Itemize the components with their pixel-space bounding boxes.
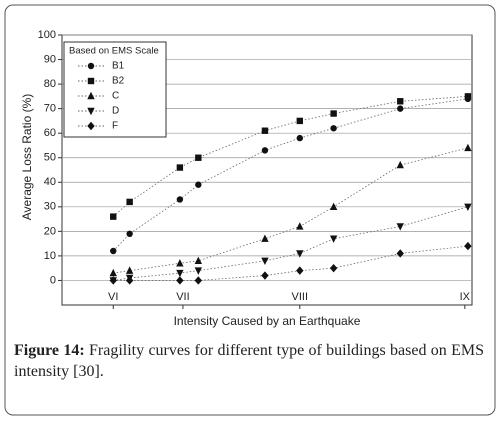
point [125, 266, 134, 274]
legend-marker [87, 77, 95, 85]
point [110, 247, 117, 255]
point [176, 259, 184, 267]
point [176, 196, 184, 203]
legend-label: F [112, 121, 118, 132]
point [126, 230, 133, 238]
point [261, 147, 269, 154]
x-tick-label: IX [460, 291, 471, 303]
legend-label: D [112, 106, 119, 117]
series-line [113, 147, 468, 274]
y-tick-label: 40 [44, 176, 56, 188]
legend-marker [87, 107, 95, 116]
series-line [113, 245, 468, 281]
point [330, 125, 337, 132]
x-axis-label: Intensity Caused by an Earthquake [174, 314, 361, 328]
caption-text: Fragility curves for different type of b… [14, 342, 485, 380]
legend-marker [87, 91, 95, 100]
point [396, 249, 404, 258]
point [397, 98, 404, 105]
y-tick-label: 50 [44, 152, 56, 164]
x-tick-label: VII [176, 291, 189, 303]
point [296, 222, 304, 230]
y-axis-label: Average Loss Ratio (%) [20, 94, 34, 221]
y-tick-label: 80 [44, 78, 56, 90]
point [396, 160, 404, 169]
point [296, 117, 303, 125]
point [195, 181, 202, 188]
y-tick-label: 0 [50, 274, 56, 286]
point [195, 154, 202, 161]
point [329, 235, 338, 243]
point [296, 266, 304, 275]
point [109, 276, 117, 285]
point [194, 276, 203, 285]
point [125, 276, 134, 285]
point [329, 263, 338, 273]
y-tick-label: 30 [44, 201, 56, 213]
point [194, 267, 203, 275]
point [261, 234, 269, 242]
point [261, 257, 269, 266]
point [464, 203, 472, 212]
point [176, 269, 184, 278]
point [176, 164, 184, 171]
legend-box [63, 41, 167, 138]
point [194, 256, 203, 265]
y-tick-label: 60 [44, 127, 56, 139]
legend-title: Based on EMS Scale [69, 46, 159, 57]
legend-label: C [112, 91, 119, 102]
x-tick-label: VI [108, 291, 118, 303]
y-tick-label: 70 [44, 103, 56, 115]
point [464, 143, 472, 152]
frame [4, 4, 496, 416]
legend-marker [87, 62, 95, 70]
point [464, 93, 472, 100]
y-tick-label: 10 [44, 250, 56, 262]
legend-label: B1 [112, 61, 125, 72]
y-tick-label: 20 [44, 225, 56, 237]
x-tick-label: VIII [292, 291, 309, 303]
point [330, 110, 337, 117]
point [296, 134, 303, 142]
point [296, 250, 304, 258]
point [464, 241, 472, 251]
point [261, 271, 269, 280]
point [176, 276, 184, 285]
y-tick-label: 90 [44, 53, 56, 65]
legend-marker [87, 121, 95, 131]
caption: Figure 14: Fragility curves for differen… [14, 340, 484, 382]
point [110, 213, 117, 220]
point [396, 223, 404, 231]
point [109, 268, 117, 277]
legend-label: B2 [112, 76, 125, 87]
point [397, 105, 404, 112]
caption-label: Figure 14: [14, 342, 85, 359]
point [329, 202, 338, 211]
series-line [113, 206, 469, 281]
y-tick-label: 100 [38, 29, 56, 41]
point [126, 198, 133, 206]
point [261, 127, 269, 134]
